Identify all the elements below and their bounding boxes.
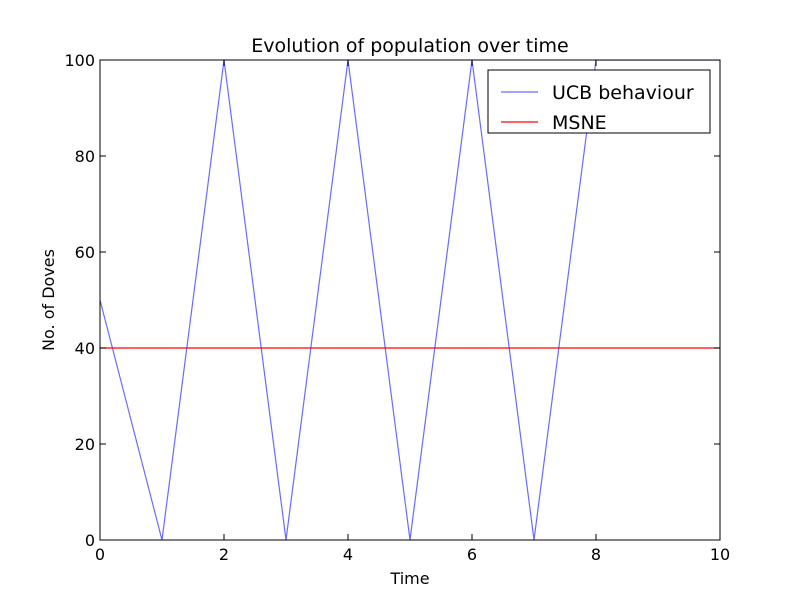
plot-area bbox=[99, 59, 721, 541]
legend: UCB behaviour MSNE bbox=[487, 69, 711, 134]
x-axis-label: Time bbox=[389, 569, 429, 588]
legend-items: UCB behaviour MSNE bbox=[501, 82, 694, 134]
x-tick-label: 10 bbox=[710, 545, 730, 564]
y-tick-label: 40 bbox=[75, 339, 95, 358]
x-tick-label: 2 bbox=[219, 545, 229, 564]
y-axis-label: No. of Doves bbox=[39, 249, 58, 351]
x-tick-label: 6 bbox=[467, 545, 477, 564]
legend-label-1: UCB behaviour bbox=[552, 82, 694, 104]
y-tick-label: 80 bbox=[75, 147, 95, 166]
x-tick-label: 0 bbox=[95, 545, 105, 564]
y-tick-label: 0 bbox=[85, 531, 95, 550]
legend-label-2: MSNE bbox=[552, 112, 607, 134]
y-tick-labels: 0 20 40 60 80 100 bbox=[64, 51, 95, 550]
plot-frame bbox=[99, 59, 721, 541]
series-line-1 bbox=[100, 60, 720, 540]
x-tick-label: 4 bbox=[343, 545, 353, 564]
y-tick-label: 60 bbox=[75, 243, 95, 262]
x-tick-labels: 0 2 4 6 8 10 bbox=[95, 545, 730, 564]
y-tick-label: 20 bbox=[75, 435, 95, 454]
y-tick-label: 100 bbox=[64, 51, 95, 70]
x-tick-label: 8 bbox=[591, 545, 601, 564]
chart-title: Evolution of population over time bbox=[251, 35, 568, 57]
series-layer bbox=[100, 60, 720, 540]
